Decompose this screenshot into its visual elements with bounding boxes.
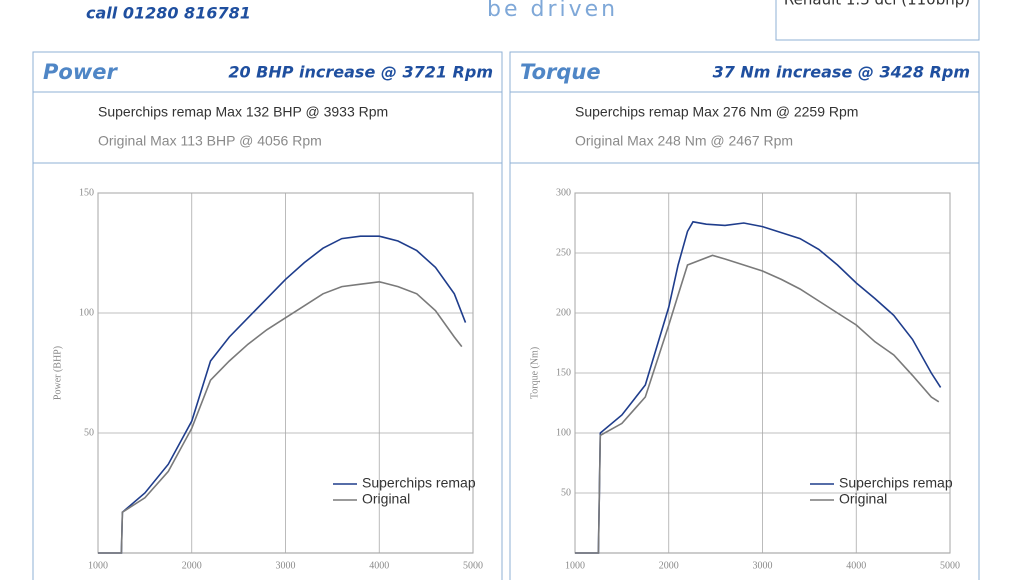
y-tick-label: 150 bbox=[79, 187, 94, 198]
note: Original Max 248 Nm @ 2467 Rpm bbox=[575, 133, 793, 149]
y-tick-label: 300 bbox=[556, 187, 571, 198]
y-tick-label: 100 bbox=[79, 307, 94, 318]
y-tick-label: 200 bbox=[556, 307, 571, 318]
x-tick-label: 3000 bbox=[753, 560, 773, 571]
panel bbox=[32, 51, 503, 580]
panel-title: Torque bbox=[520, 60, 601, 84]
y-axis-label: Power (BHP) bbox=[52, 346, 63, 400]
x-tick-label: 1000 bbox=[565, 560, 585, 571]
series-line bbox=[575, 254, 940, 554]
panel bbox=[509, 51, 980, 580]
x-tick-label: 2000 bbox=[182, 560, 202, 571]
tagline: be driven bbox=[487, 0, 618, 22]
y-tick-label: 100 bbox=[556, 427, 571, 438]
x-tick-label: 5000 bbox=[463, 560, 483, 571]
series-line bbox=[98, 235, 467, 554]
note: Superchips remap Max 132 BHP @ 3933 Rpm bbox=[98, 104, 388, 120]
x-tick-label: 5000 bbox=[940, 560, 960, 571]
x-tick-label: 4000 bbox=[846, 560, 866, 571]
x-tick-label: 2000 bbox=[659, 560, 679, 571]
y-axis-label: Torque (Nm) bbox=[529, 347, 540, 399]
y-tick-label: 50 bbox=[84, 427, 94, 438]
x-tick-label: 3000 bbox=[276, 560, 296, 571]
y-tick-label: 50 bbox=[561, 487, 571, 498]
y-tick-label: 150 bbox=[556, 367, 571, 378]
legend-label: Superchips remap bbox=[362, 475, 476, 491]
y-tick-label: 250 bbox=[556, 247, 571, 258]
panel-headline: 20 BHP increase @ 3721 Rpm bbox=[228, 63, 493, 82]
vehicle: Renault 1.5 dci (110bhp) bbox=[784, 0, 970, 9]
panel-headline: 37 Nm increase @ 3428 Rpm bbox=[713, 63, 970, 82]
legend-label: Original bbox=[362, 491, 410, 507]
x-tick-label: 1000 bbox=[88, 560, 108, 571]
note: Original Max 113 BHP @ 4056 Rpm bbox=[98, 133, 322, 149]
note: Superchips remap Max 276 Nm @ 2259 Rpm bbox=[575, 104, 858, 120]
panel-title: Power bbox=[43, 60, 118, 84]
vehicle-box bbox=[775, 0, 980, 41]
x-tick-label: 4000 bbox=[369, 560, 389, 571]
series-line bbox=[575, 220, 942, 554]
legend-label: Original bbox=[839, 491, 887, 507]
legend-label: Superchips remap bbox=[839, 475, 953, 491]
phone: call 01280 816781 bbox=[86, 4, 251, 23]
series-line bbox=[98, 280, 463, 554]
